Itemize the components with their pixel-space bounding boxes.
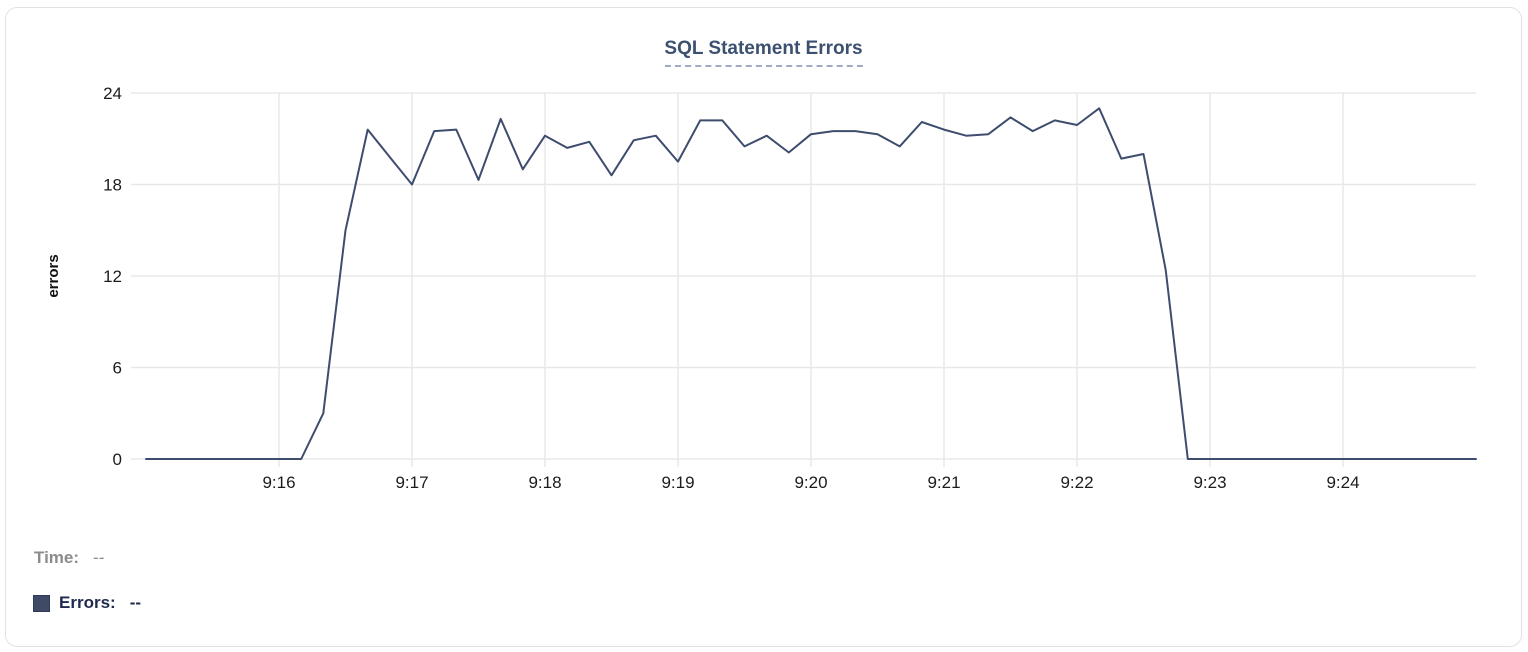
legend-errors-row[interactable]: Errors: -- (33, 592, 141, 614)
x-tick-label: 9:17 (395, 473, 428, 492)
y-axis-title: errors (45, 254, 62, 297)
x-tick-label: 9:18 (528, 473, 561, 492)
x-tick-label: 9:21 (927, 473, 960, 492)
x-tick-label: 9:24 (1326, 473, 1359, 492)
x-tick-label: 9:22 (1060, 473, 1093, 492)
line-chart[interactable]: 0 6 12 18 24 9:16 9:17 9:18 9:19 9:20 9:21 9:22 9:23… (6, 8, 1528, 518)
y-tick-label: 12 (103, 267, 122, 286)
x-tick-label: 9:19 (661, 473, 694, 492)
errors-value: -- (129, 593, 142, 612)
errors-series-line (145, 107, 1477, 460)
errors-legend-swatch (33, 594, 50, 612)
chart-card: SQL Statement Errors 0 6 12 18 24 9:16 9:17 9:1… (5, 7, 1522, 647)
time-label: Time: (34, 548, 80, 567)
y-tick-label: 24 (103, 84, 122, 103)
x-tick-label: 9:23 (1193, 473, 1226, 492)
y-tick-label: 6 (113, 359, 122, 378)
time-value: -- (93, 548, 105, 567)
y-tick-label: 18 (103, 176, 122, 195)
x-tick-label: 9:20 (794, 473, 827, 492)
tooltip-time-row: Time: -- (34, 547, 104, 569)
errors-label: Errors: (59, 593, 116, 612)
x-tick-label: 9:16 (262, 473, 295, 492)
chart-title[interactable]: SQL Statement Errors (664, 38, 863, 67)
y-tick-label: 0 (113, 450, 122, 469)
